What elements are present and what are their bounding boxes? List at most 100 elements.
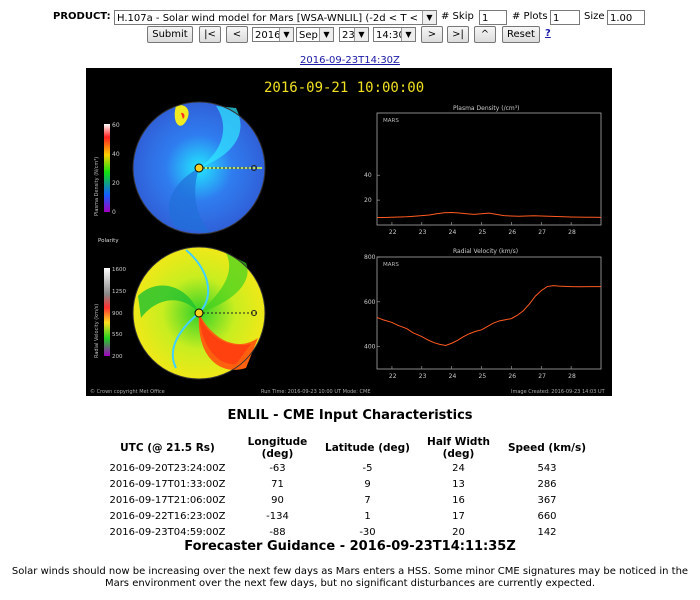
table-cell: 142 [537,526,557,538]
chevron-down-icon: ▼ [354,28,368,41]
figure-copyright: © Crown copyright Met Office [90,388,165,395]
col-utc: UTC (@ 21.5 Rs) [120,442,215,454]
mars-marker [251,165,257,171]
month-value: Sep [299,30,318,41]
table-cell: -30 [359,526,376,538]
product-value: H.107a - Solar wind model for Mars [WSA-… [117,13,437,24]
help-link[interactable]: ? [545,28,551,39]
table-cell: 367 [537,494,557,506]
x-tick-label: 28 [568,229,576,236]
velocity-tick-1600: 1600 [112,267,126,273]
density-plot-title: Plasma Density (/cm³) [453,105,520,112]
table-cell: 2016-09-23T04:59:00Z [109,526,226,538]
skip-input[interactable]: 1 [479,10,507,25]
table-cell: 20 [452,526,465,538]
sun-marker [194,308,204,318]
density-colorbar [104,124,110,212]
month-select[interactable]: Sep ▼ [296,27,334,42]
velocity-tick-200: 200 [112,354,123,360]
table-row: 2016-09-23T04:59:00Z -88 -30 20 142 [105,524,587,540]
col-half-width: Half Width (deg) [427,436,490,460]
cme-table-header-row: UTC (@ 21.5 Rs) Longitude (deg) Latitude… [105,436,587,460]
density-series-label: MARS [383,118,399,124]
velocity-tick-900: 900 [112,311,123,317]
table-cell: 1 [364,510,371,522]
product-select[interactable]: H.107a - Solar wind model for Mars [WSA-… [114,10,437,25]
first-button[interactable]: |< [199,26,221,43]
col-latitude: Latitude (deg) [325,442,410,454]
size-input[interactable]: 1.00 [607,10,645,25]
col-speed: Speed (km/s) [507,442,587,454]
time-select[interactable]: 14:30 ▼ [373,27,416,42]
y-tick-label: 800 [364,254,376,261]
figure-run-time: Run Time: 2016-09-23 10:00 UT Mode: CME [261,389,371,395]
velocity-tick-550: 550 [112,332,123,338]
guidance-title: Forecaster Guidance - 2016-09-23T14:11:3… [184,539,516,554]
x-tick-label: 27 [538,229,546,236]
plots-input[interactable]: 1 [550,10,580,25]
table-cell: 2016-09-20T23:24:00Z [109,462,226,474]
table-cell: 543 [537,462,557,474]
last-button[interactable]: >| [447,26,469,43]
x-tick-label: 24 [449,373,457,380]
day-select[interactable]: 23 ▼ [339,27,369,42]
table-cell: 17 [452,510,465,522]
velocity-plot-frame [376,256,602,370]
x-tick-label: 26 [508,229,516,236]
chevron-down-icon: ▼ [401,28,415,41]
x-tick-label: 28 [568,373,576,380]
y-tick-label: 40 [364,172,372,179]
table-cell: 2016-09-17T21:06:00Z [109,494,226,506]
table-cell: 16 [452,494,465,506]
timestamp-link[interactable]: 2016-09-23T14:30Z [300,55,400,66]
density-tick-40: 40 [112,151,120,158]
chevron-down-icon: ▼ [422,11,436,24]
x-tick-label: 24 [449,229,457,236]
guidance-text-line1: Solar winds should now be increasing ove… [11,566,689,577]
table-row: 2016-09-22T16:23:00Z -134 1 17 660 [105,508,587,524]
y-tick-label: 400 [364,344,376,351]
reset-button[interactable]: Reset [502,26,540,43]
x-tick-label: 23 [419,373,427,380]
table-cell: 9 [364,478,371,490]
x-tick-label: 23 [419,229,427,236]
velocity-colorbar-label: Radial Velocity (km/s) [94,304,100,358]
model-figure: 2016-09-21 10:00:00 60 40 20 0 Plasma De… [86,68,612,396]
day-value: 23 [342,30,355,41]
table-cell: 660 [537,510,557,522]
table-row: 2016-09-17T21:06:00Z 90 7 16 367 [105,492,587,508]
up-button[interactable]: ^ [474,26,496,43]
series-line [376,285,601,346]
x-tick-label: 22 [389,229,397,236]
sun-marker [194,163,204,173]
velocity-tick-1250: 1250 [112,289,126,295]
table-cell: 2016-09-22T16:23:00Z [109,510,226,522]
next-button[interactable]: > [421,26,443,43]
table-cell: -63 [269,462,286,474]
polarity-label: Polarity [98,238,119,244]
cme-title: ENLIL - CME Input Characteristics [227,408,473,423]
x-tick-label: 27 [538,373,546,380]
year-select[interactable]: 2016 ▼ [252,27,294,42]
time-value: 14:30 [376,30,405,41]
table-cell: 2016-09-17T01:33:00Z [109,478,226,490]
mars-marker [251,310,257,316]
table-row: 2016-09-17T01:33:00Z 71 9 13 286 [105,476,587,492]
density-tick-0: 0 [112,209,116,216]
plots-label: # Plots [512,11,548,22]
velocity-plot-title: Radial Velocity (km/s) [453,248,518,255]
cme-table: UTC (@ 21.5 Rs) Longitude (deg) Latitude… [105,436,587,540]
table-cell: 24 [452,462,465,474]
table-cell: 71 [271,478,284,490]
density-plot-frame [376,112,602,226]
year-value: 2016 [255,30,281,41]
y-tick-label: 20 [364,197,372,204]
table-row: 2016-09-20T23:24:00Z -63 -5 24 543 [105,460,587,476]
table-cell: 13 [452,478,465,490]
submit-button[interactable]: Submit [147,26,193,43]
x-tick-label: 22 [389,373,397,380]
density-plot: 22 23 24 25 26 27 28 20 40 [364,172,602,236]
product-label: PRODUCT: [53,11,111,22]
prev-button[interactable]: < [226,26,248,43]
skip-label: # Skip [441,11,474,22]
